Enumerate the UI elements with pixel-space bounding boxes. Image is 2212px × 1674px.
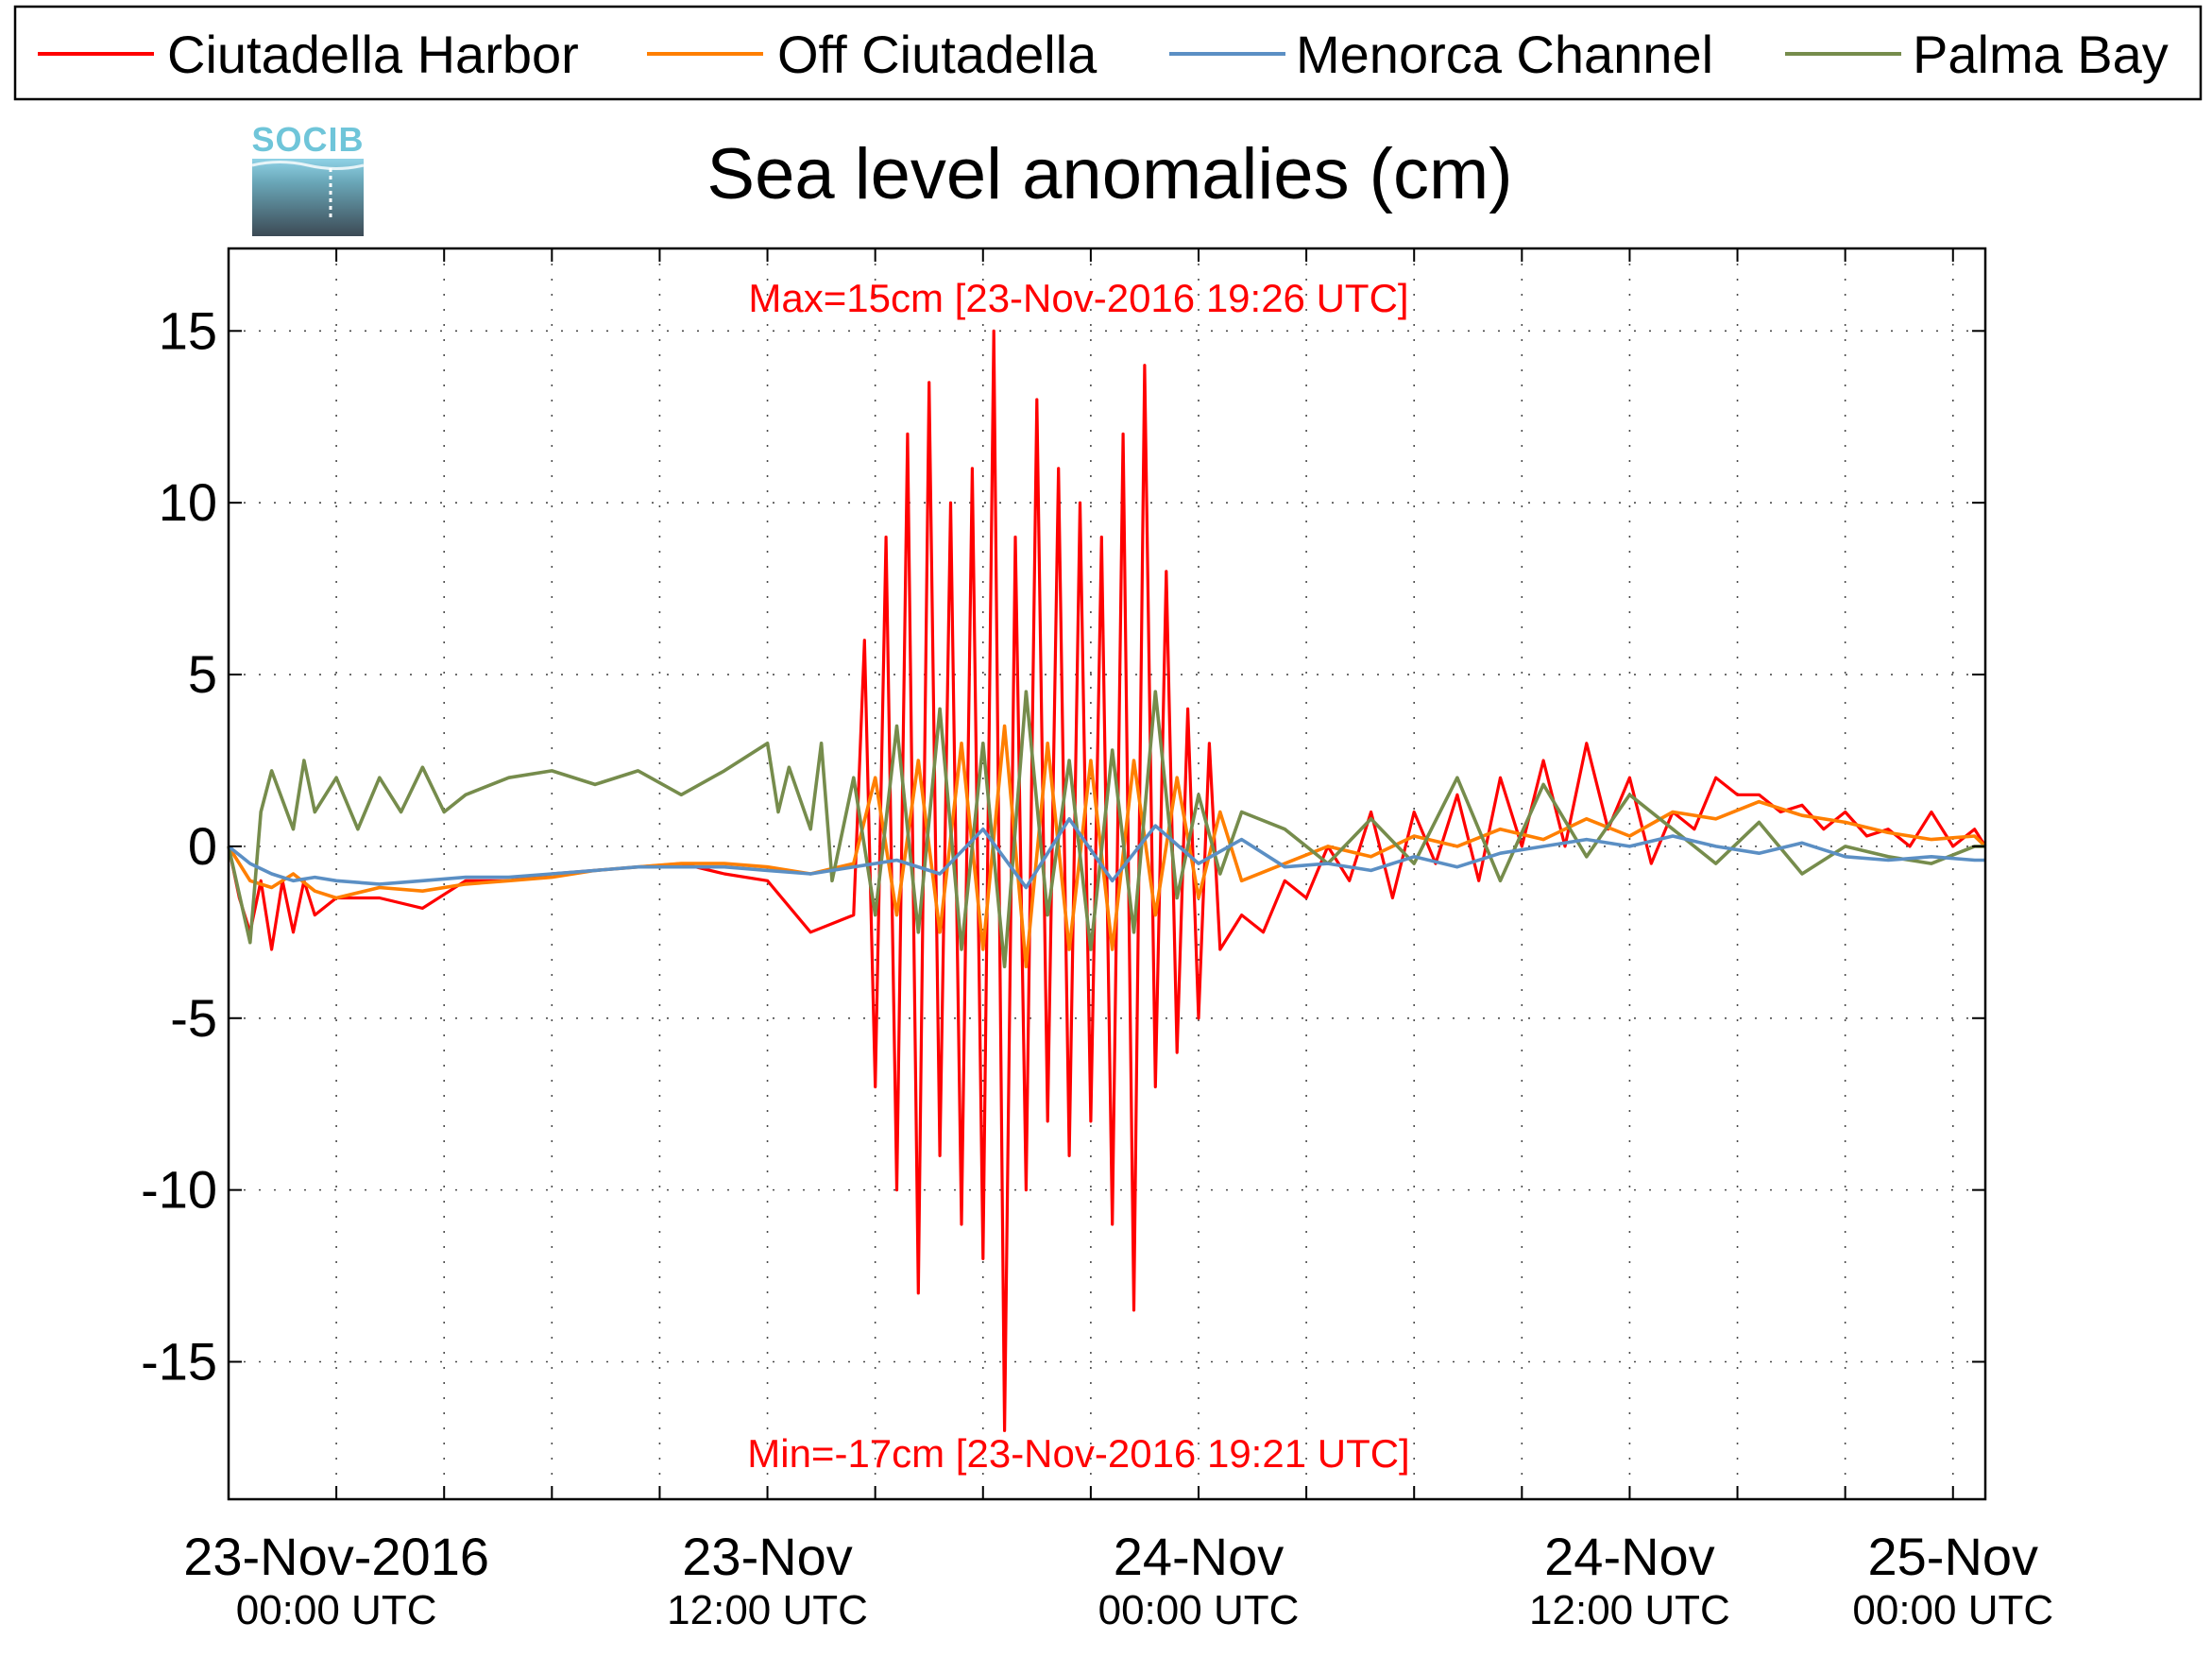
legend-label-ciutadella-harbor: Ciutadella Harbor — [167, 25, 579, 84]
min-annotation: Min=-17cm [23-Nov-2016 19:21 UTC] — [747, 1431, 1409, 1476]
x-tick-label-date: 25-Nov — [1868, 1527, 2039, 1586]
y-tick-label: -10 — [141, 1160, 217, 1220]
y-tick-label: 0 — [188, 816, 217, 876]
socib-logo: SOCIB — [251, 120, 365, 236]
logo-image — [252, 159, 364, 236]
logo-wave — [251, 161, 365, 170]
x-tick-label-date: 24-Nov — [1114, 1527, 1285, 1586]
x-tick-label-date: 24-Nov — [1544, 1527, 1715, 1586]
x-tick-label-time: 00:00 UTC — [1852, 1587, 2053, 1633]
y-tick-label: -15 — [141, 1332, 217, 1392]
legend-label-palma-bay: Palma Bay — [1913, 25, 2169, 84]
y-tick-label: 10 — [159, 472, 217, 532]
legend-label-menorca-channel: Menorca Channel — [1296, 25, 1713, 84]
y-tick-label: 5 — [188, 644, 217, 704]
series-line-palma-bay — [227, 690, 1985, 969]
x-tick-label-time: 00:00 UTC — [236, 1587, 437, 1633]
series-line-menorca-channel — [227, 816, 1985, 890]
x-tick-label-time: 12:00 UTC — [667, 1587, 868, 1633]
y-tick-label: 15 — [159, 300, 217, 360]
x-tick-label-time: 12:00 UTC — [1529, 1587, 1730, 1633]
legend-label-off-ciutadella: Off Ciutadella — [777, 25, 1097, 84]
legend: Ciutadella Harbor Off Ciutadella Menorca… — [13, 5, 2203, 101]
max-annotation: Max=15cm [23-Nov-2016 19:26 UTC] — [748, 276, 1408, 320]
series-layer — [227, 329, 1987, 1432]
chart-title: Sea level anomalies (cm) — [706, 134, 1512, 214]
x-tick-label-time: 00:00 UTC — [1098, 1587, 1300, 1633]
x-tick-label-date: 23-Nov-2016 — [183, 1527, 489, 1586]
plot-frame — [227, 247, 1987, 1501]
logo-text: SOCIB — [251, 120, 364, 159]
x-tick-label-date: 23-Nov — [682, 1527, 853, 1586]
y-tick-label: -5 — [170, 988, 217, 1048]
